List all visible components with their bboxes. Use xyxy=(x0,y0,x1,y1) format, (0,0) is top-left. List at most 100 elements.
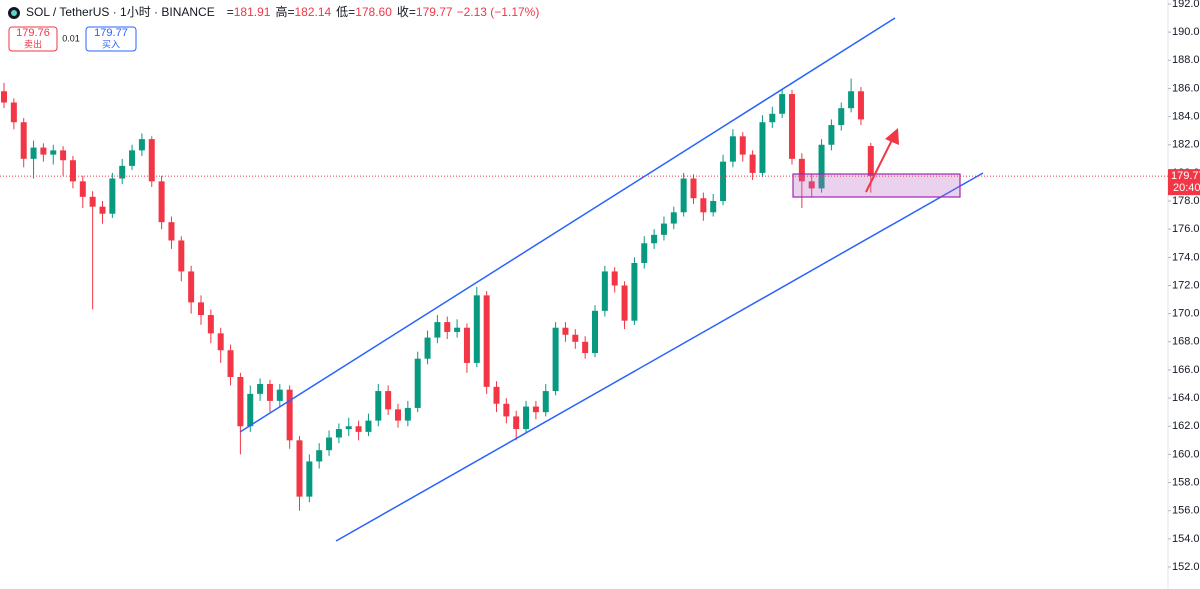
candle-body xyxy=(769,113,776,123)
candle-body xyxy=(138,139,145,151)
candle-body xyxy=(660,223,667,235)
candle-body xyxy=(365,420,372,432)
candle-body xyxy=(483,295,490,387)
y-tick-label: 166.00 xyxy=(1172,364,1200,376)
candle-body xyxy=(503,403,510,417)
y-tick-label: 162.00 xyxy=(1172,420,1200,432)
candle-body xyxy=(335,429,342,438)
candle-body xyxy=(680,178,687,213)
candle-body xyxy=(789,94,795,159)
candle-body xyxy=(276,389,283,401)
ohlc-value: 181.91 xyxy=(234,5,271,19)
candle-body xyxy=(641,243,648,263)
y-tick-label: 156.00 xyxy=(1172,505,1200,517)
sell-button[interactable] xyxy=(8,26,58,52)
y-tick-label: 172.00 xyxy=(1172,279,1200,291)
arrow-shaft xyxy=(865,139,893,193)
y-tick-label: 170.00 xyxy=(1172,308,1200,320)
ohlc-name: 高= xyxy=(275,4,294,19)
y-tick-label: 174.00 xyxy=(1172,251,1200,263)
candle-body xyxy=(532,406,539,413)
candle-body xyxy=(355,426,362,432)
candle-body xyxy=(60,150,67,161)
candle-body xyxy=(69,160,76,182)
candle-body xyxy=(542,391,549,413)
candle-body xyxy=(798,158,805,182)
candle-body xyxy=(247,393,254,427)
candle-body xyxy=(424,337,431,359)
candle-body xyxy=(227,350,234,377)
y-tick-label: 192.00 xyxy=(1172,0,1200,10)
candle-body xyxy=(40,147,47,155)
candle-body xyxy=(414,358,421,408)
candle-body xyxy=(621,285,628,321)
candle-body xyxy=(99,206,106,214)
candle-body xyxy=(523,406,530,430)
candle-body xyxy=(670,212,677,224)
sell-price[interactable]: 179.76 xyxy=(16,27,50,39)
candle-body xyxy=(326,437,333,451)
buy-price[interactable]: 179.77 xyxy=(94,27,128,39)
candle-body xyxy=(306,461,313,497)
candle-body xyxy=(601,271,608,311)
plot-area xyxy=(1,78,874,511)
candle-body xyxy=(434,322,441,338)
buy-button[interactable] xyxy=(85,26,137,52)
header: SOL / TetherUS · 1小时 · BINANCE =181.91 高=1… xyxy=(26,4,539,19)
candle-body xyxy=(690,178,697,199)
candle-body xyxy=(375,391,382,421)
candle-body xyxy=(828,125,835,145)
candle-body xyxy=(148,139,155,182)
candle-body xyxy=(286,389,293,441)
candle-body xyxy=(30,147,37,159)
ohlc-value: 179.77 xyxy=(416,5,453,19)
candle-body xyxy=(444,322,451,332)
y-tick-label: 160.00 xyxy=(1172,448,1200,460)
candle-body xyxy=(316,450,323,462)
ohlc-name: = xyxy=(227,5,234,19)
candle-body xyxy=(257,384,264,394)
symbol-icon-inner xyxy=(11,10,17,16)
price-tag-countdown: 20:40 xyxy=(1173,182,1200,194)
y-tick-label: 186.00 xyxy=(1172,82,1200,94)
candle-body xyxy=(296,440,303,497)
candle-body xyxy=(198,302,204,316)
candle-body xyxy=(572,334,579,342)
candle-body xyxy=(20,122,27,159)
candle-body xyxy=(867,146,874,177)
candle-body xyxy=(759,122,766,173)
candle-body xyxy=(729,136,736,162)
candle-body xyxy=(266,384,273,401)
candle-body xyxy=(582,341,589,354)
ohlc-value: 178.60 xyxy=(355,5,392,19)
candle-body xyxy=(857,91,864,120)
y-tick-label: 188.00 xyxy=(1172,54,1200,66)
candle-body xyxy=(779,94,786,114)
candle-body xyxy=(109,178,116,214)
candle-body xyxy=(651,234,658,244)
y-tick-label: 190.00 xyxy=(1172,26,1200,38)
ohlc-name: 低= xyxy=(336,5,355,19)
candle-body xyxy=(89,196,96,207)
candle-body xyxy=(1,91,7,103)
change: −2.13 (−1.17%) xyxy=(457,5,540,19)
candle-body xyxy=(237,376,244,427)
buy-label[interactable]: 买入 xyxy=(102,39,120,49)
arrow-head xyxy=(885,128,899,145)
candle-body xyxy=(158,181,165,223)
candle-body xyxy=(188,271,195,303)
y-tick-label: 164.00 xyxy=(1172,392,1200,404)
candle-body xyxy=(168,222,175,241)
y-tick-label: 184.00 xyxy=(1172,111,1200,123)
candle-body xyxy=(739,136,746,155)
price-tag xyxy=(1168,169,1200,196)
candle-body xyxy=(808,181,815,189)
y-tick-label: 178.00 xyxy=(1172,195,1200,207)
ohlc-name: 收= xyxy=(397,5,416,19)
y-tick-label: 152.00 xyxy=(1172,561,1200,573)
candle-body xyxy=(79,181,86,197)
candle-body xyxy=(592,310,598,354)
sell-label[interactable]: 卖出 xyxy=(24,38,42,49)
spread: 0.01 xyxy=(62,33,80,43)
